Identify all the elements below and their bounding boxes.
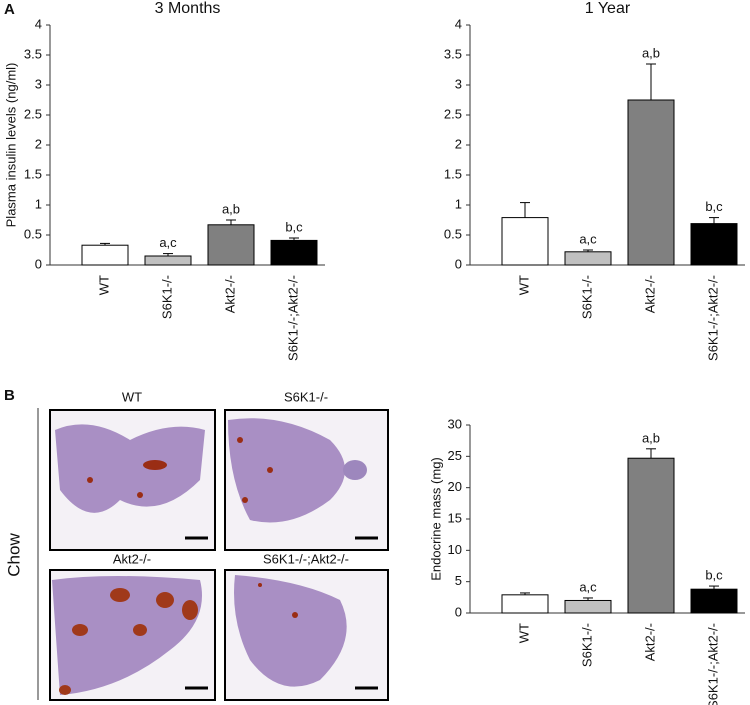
value-annotation: a,c xyxy=(579,231,597,246)
value-annotation: a,b xyxy=(222,201,240,216)
x-tick-label: Akt2-/- xyxy=(222,275,237,313)
y-tick-label: 3 xyxy=(455,76,462,91)
x-tick-label: S6K1-/-;Akt2-/- xyxy=(705,275,720,361)
image-caption: Akt2-/- xyxy=(113,551,151,566)
value-annotation: b,c xyxy=(705,567,723,582)
bar xyxy=(501,594,549,614)
y-tick-label: 15 xyxy=(448,510,462,525)
bar xyxy=(81,244,129,266)
bar xyxy=(207,224,255,266)
y-tick-label: 1 xyxy=(455,196,462,211)
panel-label: B xyxy=(4,387,15,404)
y-tick-label: 0.5 xyxy=(444,226,462,241)
x-tick-label: WT xyxy=(516,623,531,643)
x-tick-label: S6K1-/- xyxy=(579,275,594,319)
y-axis-label: Plasma insulin levels (ng/ml) xyxy=(3,63,18,228)
image-wt xyxy=(49,409,216,551)
image-caption: WT xyxy=(122,389,142,404)
bar xyxy=(270,239,318,266)
y-tick-label: 4 xyxy=(455,16,462,31)
y-tick-label: 4 xyxy=(35,16,42,31)
image-double xyxy=(224,569,389,701)
bar xyxy=(564,599,612,614)
y-tick-label: 2 xyxy=(35,136,42,151)
image-s6k1 xyxy=(224,409,389,551)
x-tick-label: S6K1-/-;Akt2-/- xyxy=(705,623,720,705)
y-tick-label: 2.5 xyxy=(444,106,462,121)
y-tick-label: 3.5 xyxy=(444,46,462,61)
y-tick-label: 0 xyxy=(455,256,462,271)
x-tick-label: WT xyxy=(96,275,111,295)
y-tick-label: 1 xyxy=(35,196,42,211)
x-tick-label: Akt2-/- xyxy=(642,275,657,313)
value-annotation: b,c xyxy=(705,199,723,214)
y-axis-label: Endocrine mass (mg) xyxy=(428,457,443,581)
y-tick-label: 1.5 xyxy=(444,166,462,181)
y-tick-label: 3.5 xyxy=(24,46,42,61)
image-caption: S6K1-/- xyxy=(284,389,328,404)
row-label: Chow xyxy=(4,533,23,577)
bar xyxy=(627,99,675,266)
y-tick-label: 10 xyxy=(448,542,462,557)
value-annotation: b,c xyxy=(285,219,303,234)
bar xyxy=(627,457,675,614)
x-tick-label: S6K1-/- xyxy=(159,275,174,319)
y-tick-label: 5 xyxy=(455,573,462,588)
bar xyxy=(690,588,738,614)
y-tick-label: 3 xyxy=(35,76,42,91)
x-tick-label: Akt2-/- xyxy=(642,623,657,661)
value-annotation: a,b xyxy=(642,430,660,445)
x-tick-label: WT xyxy=(516,275,531,295)
y-tick-label: 0 xyxy=(35,256,42,271)
x-tick-label: S6K1-/- xyxy=(579,623,594,667)
bar xyxy=(144,255,192,266)
y-tick-label: 2.5 xyxy=(24,106,42,121)
bar xyxy=(501,217,549,266)
value-annotation: a,c xyxy=(159,235,177,250)
chart-title: 1 Year xyxy=(585,0,631,17)
image-caption: S6K1-/-;Akt2-/- xyxy=(263,551,349,566)
panel-label: A xyxy=(4,1,15,18)
histology-images xyxy=(49,409,389,701)
chart-title: 3 Months xyxy=(155,0,221,17)
y-tick-label: 0.5 xyxy=(24,226,42,241)
bar xyxy=(690,223,738,266)
y-tick-label: 2 xyxy=(455,136,462,151)
value-annotation: a,c xyxy=(579,579,597,594)
y-tick-label: 30 xyxy=(448,416,462,431)
y-tick-label: 20 xyxy=(448,479,462,494)
bar xyxy=(564,251,612,266)
image-akt2 xyxy=(49,569,216,701)
y-tick-label: 1.5 xyxy=(24,166,42,181)
y-tick-label: 25 xyxy=(448,448,462,463)
x-tick-label: S6K1-/-;Akt2-/- xyxy=(285,275,300,361)
y-tick-label: 0 xyxy=(455,604,462,619)
value-annotation: a,b xyxy=(642,45,660,60)
